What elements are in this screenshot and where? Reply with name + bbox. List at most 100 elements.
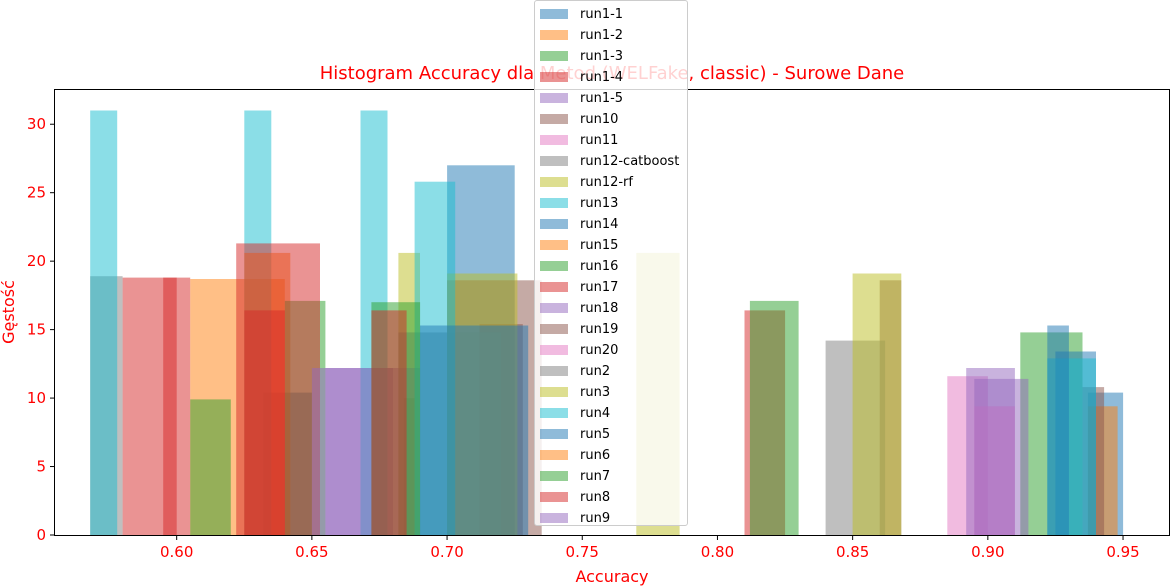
- legend-swatch: [540, 72, 568, 82]
- legend-item-run17: run17: [540, 277, 618, 297]
- legend-label: run13: [580, 195, 619, 211]
- legend-label: run9: [580, 510, 611, 526]
- y-tick-label: 0: [36, 526, 46, 544]
- x-tick-label: 0.85: [836, 543, 869, 561]
- y-tick-label: 25: [27, 184, 46, 202]
- legend: run1-1 run1-2 run1-3 run1-4 run1-5 run10 run11…: [534, 0, 688, 526]
- legend-swatch: [540, 408, 568, 418]
- bar-run1-3-0: [190, 399, 231, 535]
- legend-swatch: [540, 30, 568, 40]
- legend-swatch: [540, 198, 568, 208]
- x-tick-label: 0.75: [566, 543, 599, 561]
- legend-swatch: [540, 177, 568, 187]
- legend-label: run1-5: [580, 90, 624, 106]
- legend-swatch: [540, 492, 568, 502]
- legend-swatch: [540, 450, 568, 460]
- legend-item-run19: run19: [540, 319, 618, 339]
- legend-swatch: [540, 366, 568, 376]
- bar-run5-1: [1047, 325, 1069, 535]
- legend-item-run9: run9: [540, 508, 610, 528]
- legend-swatch: [540, 114, 568, 124]
- legend-item-run1-5: run1-5: [540, 88, 623, 108]
- legend-label: run16: [580, 258, 619, 274]
- legend-label: run12-catboost: [580, 153, 680, 169]
- legend-swatch: [540, 135, 568, 145]
- legend-item-run1-1: run1-1: [540, 4, 623, 24]
- x-tick-label: 0.80: [701, 543, 734, 561]
- legend-swatch: [540, 93, 568, 103]
- legend-item-run20: run20: [540, 340, 618, 360]
- legend-label: run19: [580, 321, 619, 337]
- legend-item-run10: run10: [540, 109, 618, 129]
- legend-item-run3: run3: [540, 382, 610, 402]
- legend-swatch: [540, 471, 568, 481]
- legend-label: run2: [580, 363, 611, 379]
- legend-label: run1-3: [580, 48, 624, 64]
- x-tick-label: 0.95: [1106, 543, 1139, 561]
- x-tick-label: 0.60: [160, 543, 193, 561]
- legend-label: run1-1: [580, 6, 624, 22]
- legend-item-run12-catboost: run12-catboost: [540, 151, 679, 171]
- legend-item-run4: run4: [540, 403, 610, 423]
- legend-swatch: [540, 219, 568, 229]
- legend-item-run8: run8: [540, 487, 610, 507]
- y-tick-label: 15: [27, 321, 46, 339]
- legend-item-run12-rf: run12-rf: [540, 172, 633, 192]
- legend-swatch: [540, 156, 568, 166]
- legend-item-run1-2: run1-2: [540, 25, 623, 45]
- legend-label: run11: [580, 132, 619, 148]
- legend-item-run2: run2: [540, 361, 610, 381]
- legend-label: run18: [580, 300, 619, 316]
- y-tick-label: 30: [27, 115, 46, 133]
- legend-swatch: [540, 282, 568, 292]
- legend-label: run6: [580, 447, 611, 463]
- legend-label: run20: [580, 342, 619, 358]
- bars-group: [90, 110, 1124, 536]
- x-tick-label: 0.65: [295, 543, 328, 561]
- bar-run16-1: [749, 300, 799, 535]
- bar-run17-0: [122, 277, 177, 535]
- bar-run8-1: [371, 310, 407, 535]
- legend-label: run3: [580, 384, 611, 400]
- legend-swatch: [540, 387, 568, 397]
- y-axis-label: Gęstość: [0, 280, 18, 344]
- y-axis-ticks: 0 5 10 15 20 25 30: [27, 115, 55, 544]
- legend-item-run11: run11: [540, 130, 618, 150]
- legend-label: run10: [580, 111, 619, 127]
- legend-swatch: [540, 513, 568, 523]
- legend-item-run6: run6: [540, 445, 610, 465]
- legend-label: run5: [580, 426, 611, 442]
- legend-label: run1-4: [580, 69, 624, 85]
- legend-label: run17: [580, 279, 619, 295]
- x-tick-label: 0.90: [971, 543, 1004, 561]
- legend-label: run7: [580, 468, 611, 484]
- legend-label: run14: [580, 216, 619, 232]
- bar-run5-0: [420, 325, 529, 535]
- legend-label: run15: [580, 237, 619, 253]
- x-tick-label: 0.70: [430, 543, 463, 561]
- legend-item-run1-4: run1-4: [540, 67, 623, 87]
- legend-swatch: [540, 303, 568, 313]
- bar-run13-0: [90, 110, 118, 535]
- legend-swatch: [540, 345, 568, 355]
- legend-item-run5: run5: [540, 424, 610, 444]
- bar-run9-0: [974, 378, 1029, 535]
- x-axis-ticks: 0.60 0.65 0.70 0.75 0.80 0.85 0.90 0.95: [160, 535, 1140, 561]
- legend-swatch: [540, 51, 568, 61]
- legend-item-run7: run7: [540, 466, 610, 486]
- legend-label: run8: [580, 489, 611, 505]
- legend-item-run14: run14: [540, 214, 618, 234]
- legend-label: run4: [580, 405, 611, 421]
- legend-swatch: [540, 261, 568, 271]
- y-tick-label: 10: [27, 389, 46, 407]
- legend-item-run16: run16: [540, 256, 618, 276]
- legend-label: run12-rf: [580, 174, 633, 190]
- y-tick-label: 20: [27, 252, 46, 270]
- legend-item-run13: run13: [540, 193, 618, 213]
- legend-item-run18: run18: [540, 298, 618, 318]
- legend-item-run15: run15: [540, 235, 618, 255]
- bar-run12-rf-1: [852, 273, 902, 535]
- bar-run8-0: [244, 310, 285, 535]
- legend-label: run1-2: [580, 27, 624, 43]
- legend-swatch: [540, 240, 568, 250]
